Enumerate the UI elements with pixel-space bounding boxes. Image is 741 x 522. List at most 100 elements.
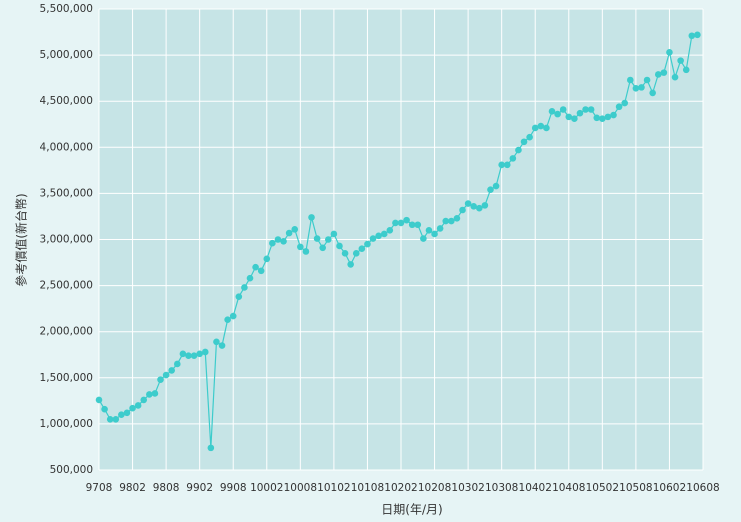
point — [341, 250, 349, 257]
x-tick-label: 10002 — [250, 482, 283, 494]
point — [157, 376, 164, 383]
point — [364, 240, 371, 248]
x-tick-label: 10608 — [686, 482, 719, 494]
x-tick-label: 9708 — [86, 482, 113, 494]
x-tick-label: 10602 — [653, 482, 686, 494]
point — [297, 243, 304, 251]
point — [559, 106, 567, 113]
point — [112, 415, 120, 423]
point — [285, 229, 293, 237]
point — [464, 200, 472, 207]
point — [475, 204, 483, 212]
point — [123, 409, 131, 417]
point — [520, 138, 528, 146]
x-tick-label: 9802 — [119, 482, 146, 494]
point — [459, 206, 466, 214]
y-tick-label: 2,500,000 — [40, 280, 93, 292]
point — [442, 217, 450, 225]
point — [224, 316, 231, 324]
point — [397, 219, 405, 227]
point — [414, 221, 422, 229]
point — [403, 216, 410, 224]
point — [660, 69, 668, 76]
point — [280, 238, 287, 245]
x-tick-label: 10202 — [384, 482, 417, 494]
point — [604, 113, 612, 121]
y-axis-label: 參考價值(新台幣) — [14, 193, 29, 286]
point — [313, 235, 321, 242]
point — [95, 396, 103, 404]
point — [185, 352, 192, 359]
x-tick-label: 9908 — [220, 482, 247, 494]
point — [173, 360, 181, 368]
point — [246, 274, 254, 282]
x-tick-label: 10502 — [586, 482, 619, 494]
point — [106, 415, 114, 423]
x-tick-label: 10402 — [519, 482, 552, 494]
point — [509, 155, 517, 162]
point — [621, 99, 629, 107]
point — [269, 239, 276, 247]
x-axis-label: 日期(年/月) — [381, 503, 442, 517]
point — [694, 31, 701, 39]
point — [263, 255, 271, 263]
point — [319, 244, 327, 252]
point — [671, 73, 679, 81]
point — [565, 113, 573, 121]
point — [369, 235, 377, 242]
point — [503, 161, 511, 169]
point — [408, 221, 416, 229]
y-tick-label: 5,500,000 — [40, 3, 93, 15]
x-tick-label: 10308 — [485, 482, 518, 494]
point — [470, 203, 478, 210]
point — [582, 106, 589, 113]
point — [643, 76, 651, 84]
point — [146, 391, 153, 398]
point — [682, 66, 690, 74]
point — [498, 161, 505, 169]
point — [431, 230, 438, 238]
point — [179, 350, 187, 358]
point — [571, 115, 578, 123]
point — [101, 405, 108, 413]
x-tick-label: 10508 — [619, 482, 652, 494]
x-tick-label: 10102 — [317, 482, 350, 494]
x-tick-label: 10008 — [284, 482, 317, 494]
point — [201, 348, 209, 356]
point — [436, 225, 444, 232]
point — [235, 293, 243, 300]
point — [375, 232, 382, 240]
point — [453, 214, 461, 222]
x-tick-label: 10302 — [451, 482, 484, 494]
point — [168, 367, 176, 374]
x-tick-label: 9808 — [153, 482, 180, 494]
point — [487, 186, 494, 194]
point — [291, 226, 299, 233]
point — [526, 133, 533, 141]
point — [425, 226, 433, 234]
y-tick-label: 3,500,000 — [40, 187, 93, 199]
point — [593, 114, 601, 122]
point — [302, 248, 310, 255]
point — [324, 236, 332, 243]
point — [380, 230, 388, 238]
point — [420, 235, 427, 242]
x-tick-label: 10208 — [418, 482, 451, 494]
point — [118, 411, 125, 418]
point — [129, 404, 136, 412]
point — [358, 245, 366, 253]
point — [162, 371, 170, 379]
point — [599, 115, 606, 123]
point — [543, 124, 550, 132]
point — [448, 217, 455, 225]
point — [257, 267, 265, 275]
point — [190, 352, 198, 359]
point — [134, 402, 142, 409]
point — [638, 84, 645, 91]
point — [140, 396, 148, 404]
y-tick-label: 5,000,000 — [40, 49, 93, 61]
point — [252, 263, 259, 271]
y-tick-label: 1,500,000 — [40, 372, 93, 384]
